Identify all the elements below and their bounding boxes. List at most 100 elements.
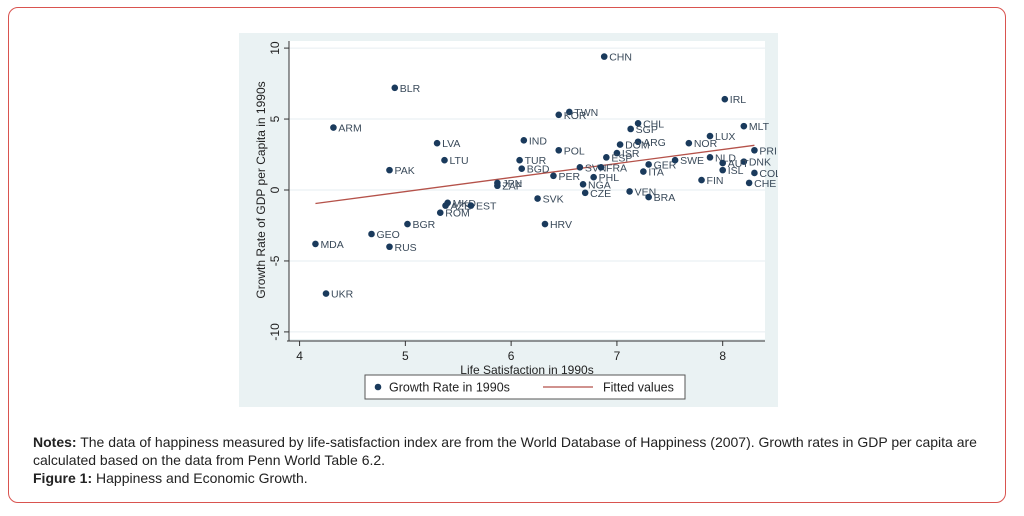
point-label-ltu: LTU bbox=[449, 155, 468, 167]
data-point-isl bbox=[719, 166, 726, 174]
data-point-ind bbox=[520, 137, 528, 144]
point-label-ita: ITA bbox=[648, 167, 664, 179]
figure-label: Figure 1: bbox=[33, 470, 93, 486]
point-label-cze: CZE bbox=[590, 188, 611, 200]
point-label-blr: BLR bbox=[400, 83, 421, 95]
chart-panel: -10 -5 0 5 10 4 5 6 7 8 Life Satisfaction in 1990s… bbox=[239, 33, 778, 407]
point-label-arm: ARM bbox=[338, 123, 361, 135]
point-label-mda: MDA bbox=[320, 239, 343, 251]
point-label-pri: PRI bbox=[759, 145, 777, 157]
point-label-esp: ESP bbox=[611, 152, 632, 164]
data-point-bgd bbox=[518, 165, 526, 173]
data-point-cze bbox=[581, 189, 589, 197]
y-tick-label: -5 bbox=[268, 255, 282, 266]
figure-caption-text: Happiness and Economic Growth. bbox=[92, 470, 308, 486]
point-label-isl: ISL bbox=[728, 165, 744, 177]
data-point-pol bbox=[555, 146, 563, 154]
point-label-col: COL bbox=[759, 168, 778, 180]
data-point-esp bbox=[603, 154, 610, 161]
data-point-nor bbox=[685, 139, 693, 147]
scatter-chart: -10 -5 0 5 10 4 5 6 7 8 Life Satisfaction in 1990s… bbox=[254, 41, 778, 400]
data-point-ger bbox=[645, 161, 652, 168]
data-point-col bbox=[751, 169, 758, 177]
y-tick-label: 10 bbox=[268, 41, 282, 55]
x-tick-label: 4 bbox=[296, 349, 303, 363]
data-point-aut bbox=[719, 159, 726, 167]
data-point-aze bbox=[442, 202, 449, 209]
figure-notes: Notes: The data of happiness measured by… bbox=[33, 433, 1003, 487]
data-point-est bbox=[467, 202, 475, 209]
point-label-ger: GER bbox=[654, 159, 677, 171]
data-point-ita bbox=[640, 168, 647, 175]
data-point-svk bbox=[534, 195, 541, 202]
data-point-geo bbox=[368, 230, 375, 238]
point-label-mlt: MLT bbox=[749, 121, 770, 133]
point-label-fra: FRA bbox=[606, 162, 627, 174]
x-axis-title: Life Satisfaction in 1990s bbox=[460, 363, 593, 377]
point-label-lux: LUX bbox=[715, 131, 735, 143]
data-point-bgr bbox=[404, 220, 411, 228]
figure-frame bbox=[8, 7, 1006, 503]
data-point-rom bbox=[436, 209, 444, 217]
data-point-dom bbox=[616, 141, 624, 148]
data-point-arm bbox=[330, 124, 337, 131]
legend-label-points: Growth Rate in 1990s bbox=[389, 381, 510, 395]
legend-box bbox=[364, 374, 686, 400]
data-point-swe bbox=[671, 156, 679, 164]
data-point-che bbox=[745, 179, 753, 187]
point-label-bra: BRA bbox=[654, 192, 676, 204]
data-point-tur bbox=[516, 156, 523, 164]
point-label-per: PER bbox=[558, 171, 580, 183]
data-point-lux bbox=[706, 132, 714, 140]
point-label-tur: TUR bbox=[525, 155, 547, 167]
data-point-ukr bbox=[322, 290, 330, 297]
data-point-pri bbox=[751, 146, 758, 154]
point-label-rom: ROM bbox=[445, 208, 470, 220]
data-point-phl bbox=[590, 173, 597, 181]
data-point-hrv bbox=[541, 220, 549, 228]
point-label-phl: PHL bbox=[599, 172, 620, 184]
x-tick-label: 8 bbox=[719, 349, 726, 363]
data-point-ltu bbox=[441, 156, 448, 164]
point-label-isr: ISR bbox=[622, 148, 640, 160]
data-point-fin bbox=[698, 176, 705, 184]
point-label-sgp: SGP bbox=[636, 124, 658, 136]
point-label-twn: TWN bbox=[574, 107, 598, 119]
point-label-kor: KOR bbox=[564, 110, 587, 122]
data-point-pak bbox=[386, 166, 393, 174]
figure-caption: Figure 1: Happiness and Economic Growth. bbox=[33, 469, 1003, 487]
notes-text: The data of happiness measured by life-s… bbox=[33, 434, 977, 468]
data-point-rus bbox=[386, 243, 393, 251]
data-point-twn bbox=[566, 108, 573, 116]
point-label-ukr: UKR bbox=[331, 289, 354, 301]
x-tick-label: 7 bbox=[614, 349, 621, 363]
fitted-line bbox=[315, 144, 755, 205]
data-point-isr bbox=[613, 149, 621, 157]
data-point-bra bbox=[645, 193, 652, 201]
x-tick-label: 6 bbox=[508, 349, 515, 363]
x-tick-label: 5 bbox=[402, 349, 409, 363]
data-point-nga bbox=[579, 181, 587, 188]
legend-marker-points bbox=[374, 383, 382, 391]
data-point-sgp bbox=[627, 125, 634, 133]
point-label-pol: POL bbox=[564, 145, 585, 157]
data-point-svn bbox=[576, 163, 584, 171]
y-tick-label: -10 bbox=[268, 323, 282, 341]
data-point-mlt bbox=[740, 122, 748, 130]
point-label-aze: AZE bbox=[451, 201, 471, 213]
notes-paragraph: Notes: The data of happiness measured by… bbox=[33, 433, 1003, 469]
point-label-chl: CHL bbox=[643, 118, 664, 130]
point-label-svk: SVK bbox=[543, 194, 564, 206]
point-label-nor: NOR bbox=[694, 138, 718, 150]
data-point-chn bbox=[600, 53, 608, 60]
data-point-arg bbox=[634, 138, 642, 146]
data-point-kor bbox=[555, 111, 563, 119]
point-label-bgr: BGR bbox=[412, 219, 435, 231]
data-point-lva bbox=[433, 139, 441, 147]
point-label-zaf: ZAF bbox=[502, 181, 522, 193]
y-tick-label: 0 bbox=[268, 186, 282, 193]
point-label-lva: LVA bbox=[442, 138, 460, 150]
data-point-fra bbox=[597, 163, 605, 171]
point-label-ind: IND bbox=[529, 135, 548, 147]
point-label-hrv: HRV bbox=[550, 219, 572, 231]
